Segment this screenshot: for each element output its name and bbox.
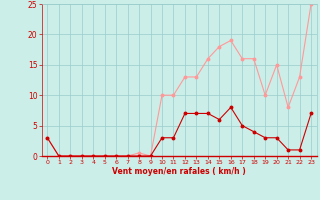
X-axis label: Vent moyen/en rafales ( km/h ): Vent moyen/en rafales ( km/h ) (112, 167, 246, 176)
